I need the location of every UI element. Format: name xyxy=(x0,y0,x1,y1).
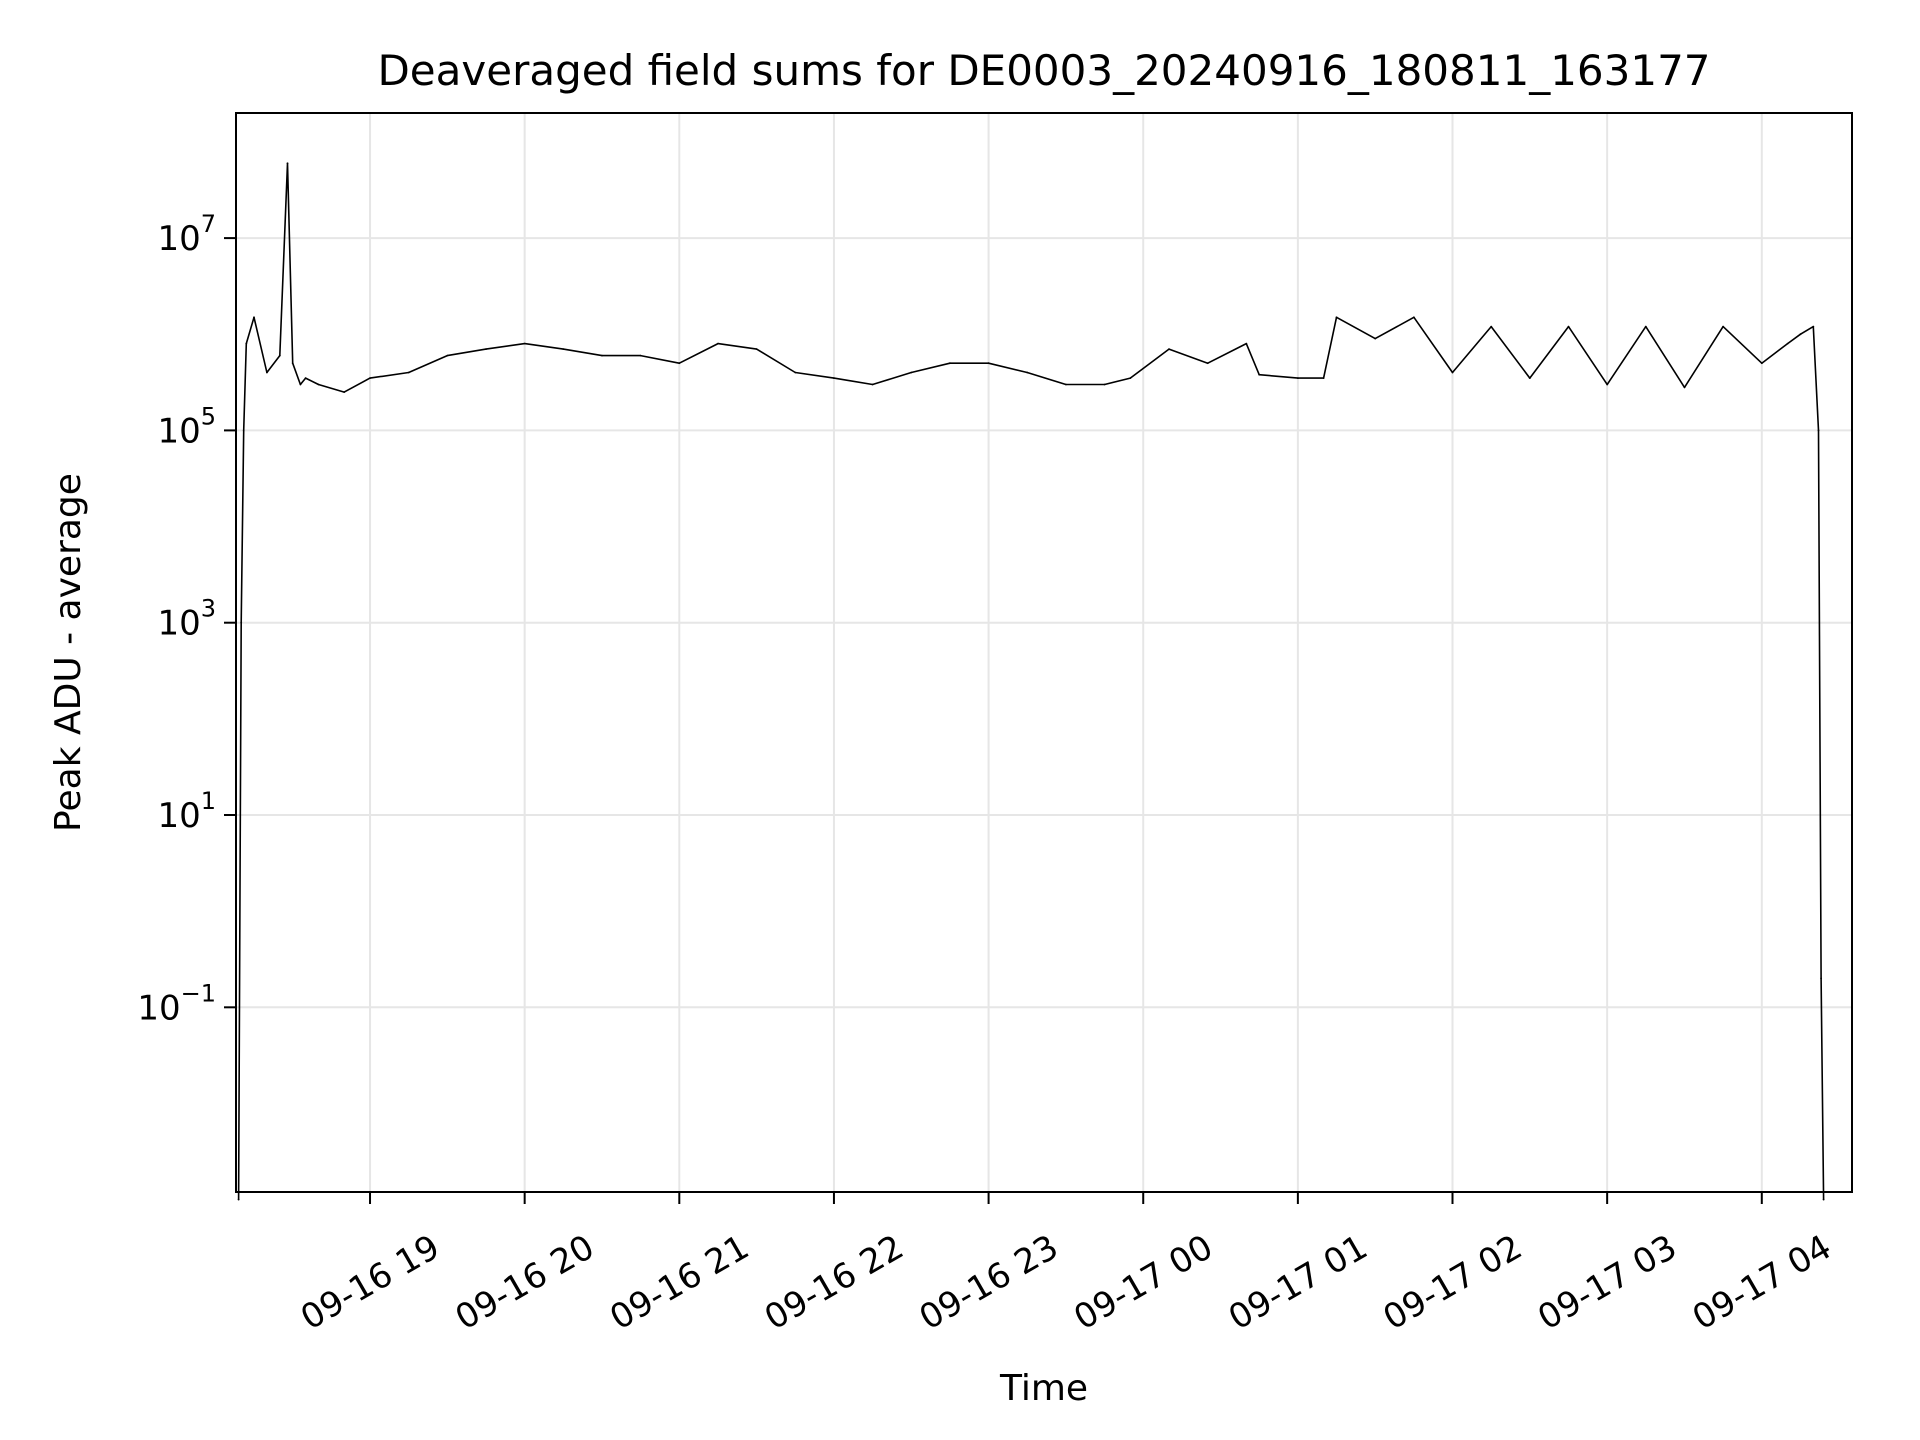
data-point xyxy=(755,348,758,350)
data-point xyxy=(794,371,797,374)
data-point xyxy=(1760,362,1763,365)
data-point xyxy=(407,371,410,374)
data-point xyxy=(1490,325,1493,328)
data-point xyxy=(601,354,603,357)
data-point xyxy=(1528,377,1531,379)
y-tick-base: 10 xyxy=(157,411,200,451)
data-point xyxy=(485,348,487,350)
data-point xyxy=(253,316,255,319)
data-point xyxy=(1799,333,1802,336)
data-point xyxy=(1413,316,1415,319)
data-point xyxy=(1374,337,1377,340)
data-point xyxy=(1451,371,1454,374)
data-point xyxy=(237,1198,240,1201)
chart-title: Deaveraged field sums for DE0003_2024091… xyxy=(377,46,1710,95)
series-line xyxy=(237,162,1825,1200)
data-point xyxy=(1817,429,1820,432)
data-point xyxy=(1335,316,1338,319)
data-point xyxy=(639,354,642,357)
data-point xyxy=(717,342,719,345)
y-tick-base: 10 xyxy=(137,988,180,1028)
data-point xyxy=(1786,342,1789,345)
y-tick-exponent: 5 xyxy=(201,402,216,430)
data-point xyxy=(245,342,248,345)
data-point xyxy=(278,354,281,357)
x-axis-label: Time xyxy=(999,1368,1088,1409)
data-point xyxy=(523,342,526,345)
data-point xyxy=(1722,325,1724,328)
data-point xyxy=(1129,377,1132,379)
data-point xyxy=(1258,373,1261,376)
series-layer xyxy=(237,162,1825,1201)
data-point xyxy=(291,362,294,365)
plot-frame xyxy=(235,112,1853,1193)
data-point xyxy=(1567,325,1570,328)
data-point xyxy=(1297,377,1299,379)
data-point xyxy=(286,162,289,165)
data-point xyxy=(1065,383,1067,386)
data-point xyxy=(299,383,302,386)
data-point xyxy=(1103,383,1106,386)
data-point xyxy=(871,383,874,386)
data-point xyxy=(1644,325,1647,328)
data-point xyxy=(240,621,243,624)
y-tick-label: 103 xyxy=(157,595,216,644)
data-point xyxy=(987,362,990,365)
data-point xyxy=(446,354,449,357)
data-point xyxy=(678,362,681,365)
data-point xyxy=(369,377,371,379)
grid xyxy=(236,113,1852,1192)
data-point xyxy=(1168,348,1170,350)
y-axis-label: Peak ADU - average xyxy=(48,473,89,832)
data-point xyxy=(1322,377,1325,379)
data-point xyxy=(343,391,346,393)
data-point xyxy=(304,377,307,379)
data-point xyxy=(1026,371,1029,374)
data-point xyxy=(1820,977,1822,980)
data-point xyxy=(317,383,320,386)
y-tick-label: 107 xyxy=(157,210,216,259)
data-point xyxy=(949,362,951,365)
data-point xyxy=(1245,342,1248,345)
y-tick-exponent: 7 xyxy=(201,210,216,238)
data-point xyxy=(1606,383,1609,386)
data-point xyxy=(833,377,835,379)
data-point xyxy=(910,371,913,374)
y-tick-exponent: −1 xyxy=(181,979,216,1007)
data-point xyxy=(1206,362,1209,365)
y-tick-label: 105 xyxy=(157,402,216,451)
y-tick-exponent: 1 xyxy=(201,787,216,815)
data-point xyxy=(242,429,245,432)
y-tick-label: 101 xyxy=(157,787,216,836)
y-tick-base: 10 xyxy=(157,796,200,836)
data-point xyxy=(1822,1198,1825,1201)
data-point xyxy=(1812,325,1815,328)
data-point xyxy=(266,371,268,374)
y-tick-exponent: 3 xyxy=(201,595,216,623)
data-point xyxy=(562,348,565,350)
y-tick-base: 10 xyxy=(157,219,200,259)
data-point xyxy=(1683,386,1686,389)
y-tick-base: 10 xyxy=(157,604,200,644)
y-tick-label: 10−1 xyxy=(137,979,216,1028)
